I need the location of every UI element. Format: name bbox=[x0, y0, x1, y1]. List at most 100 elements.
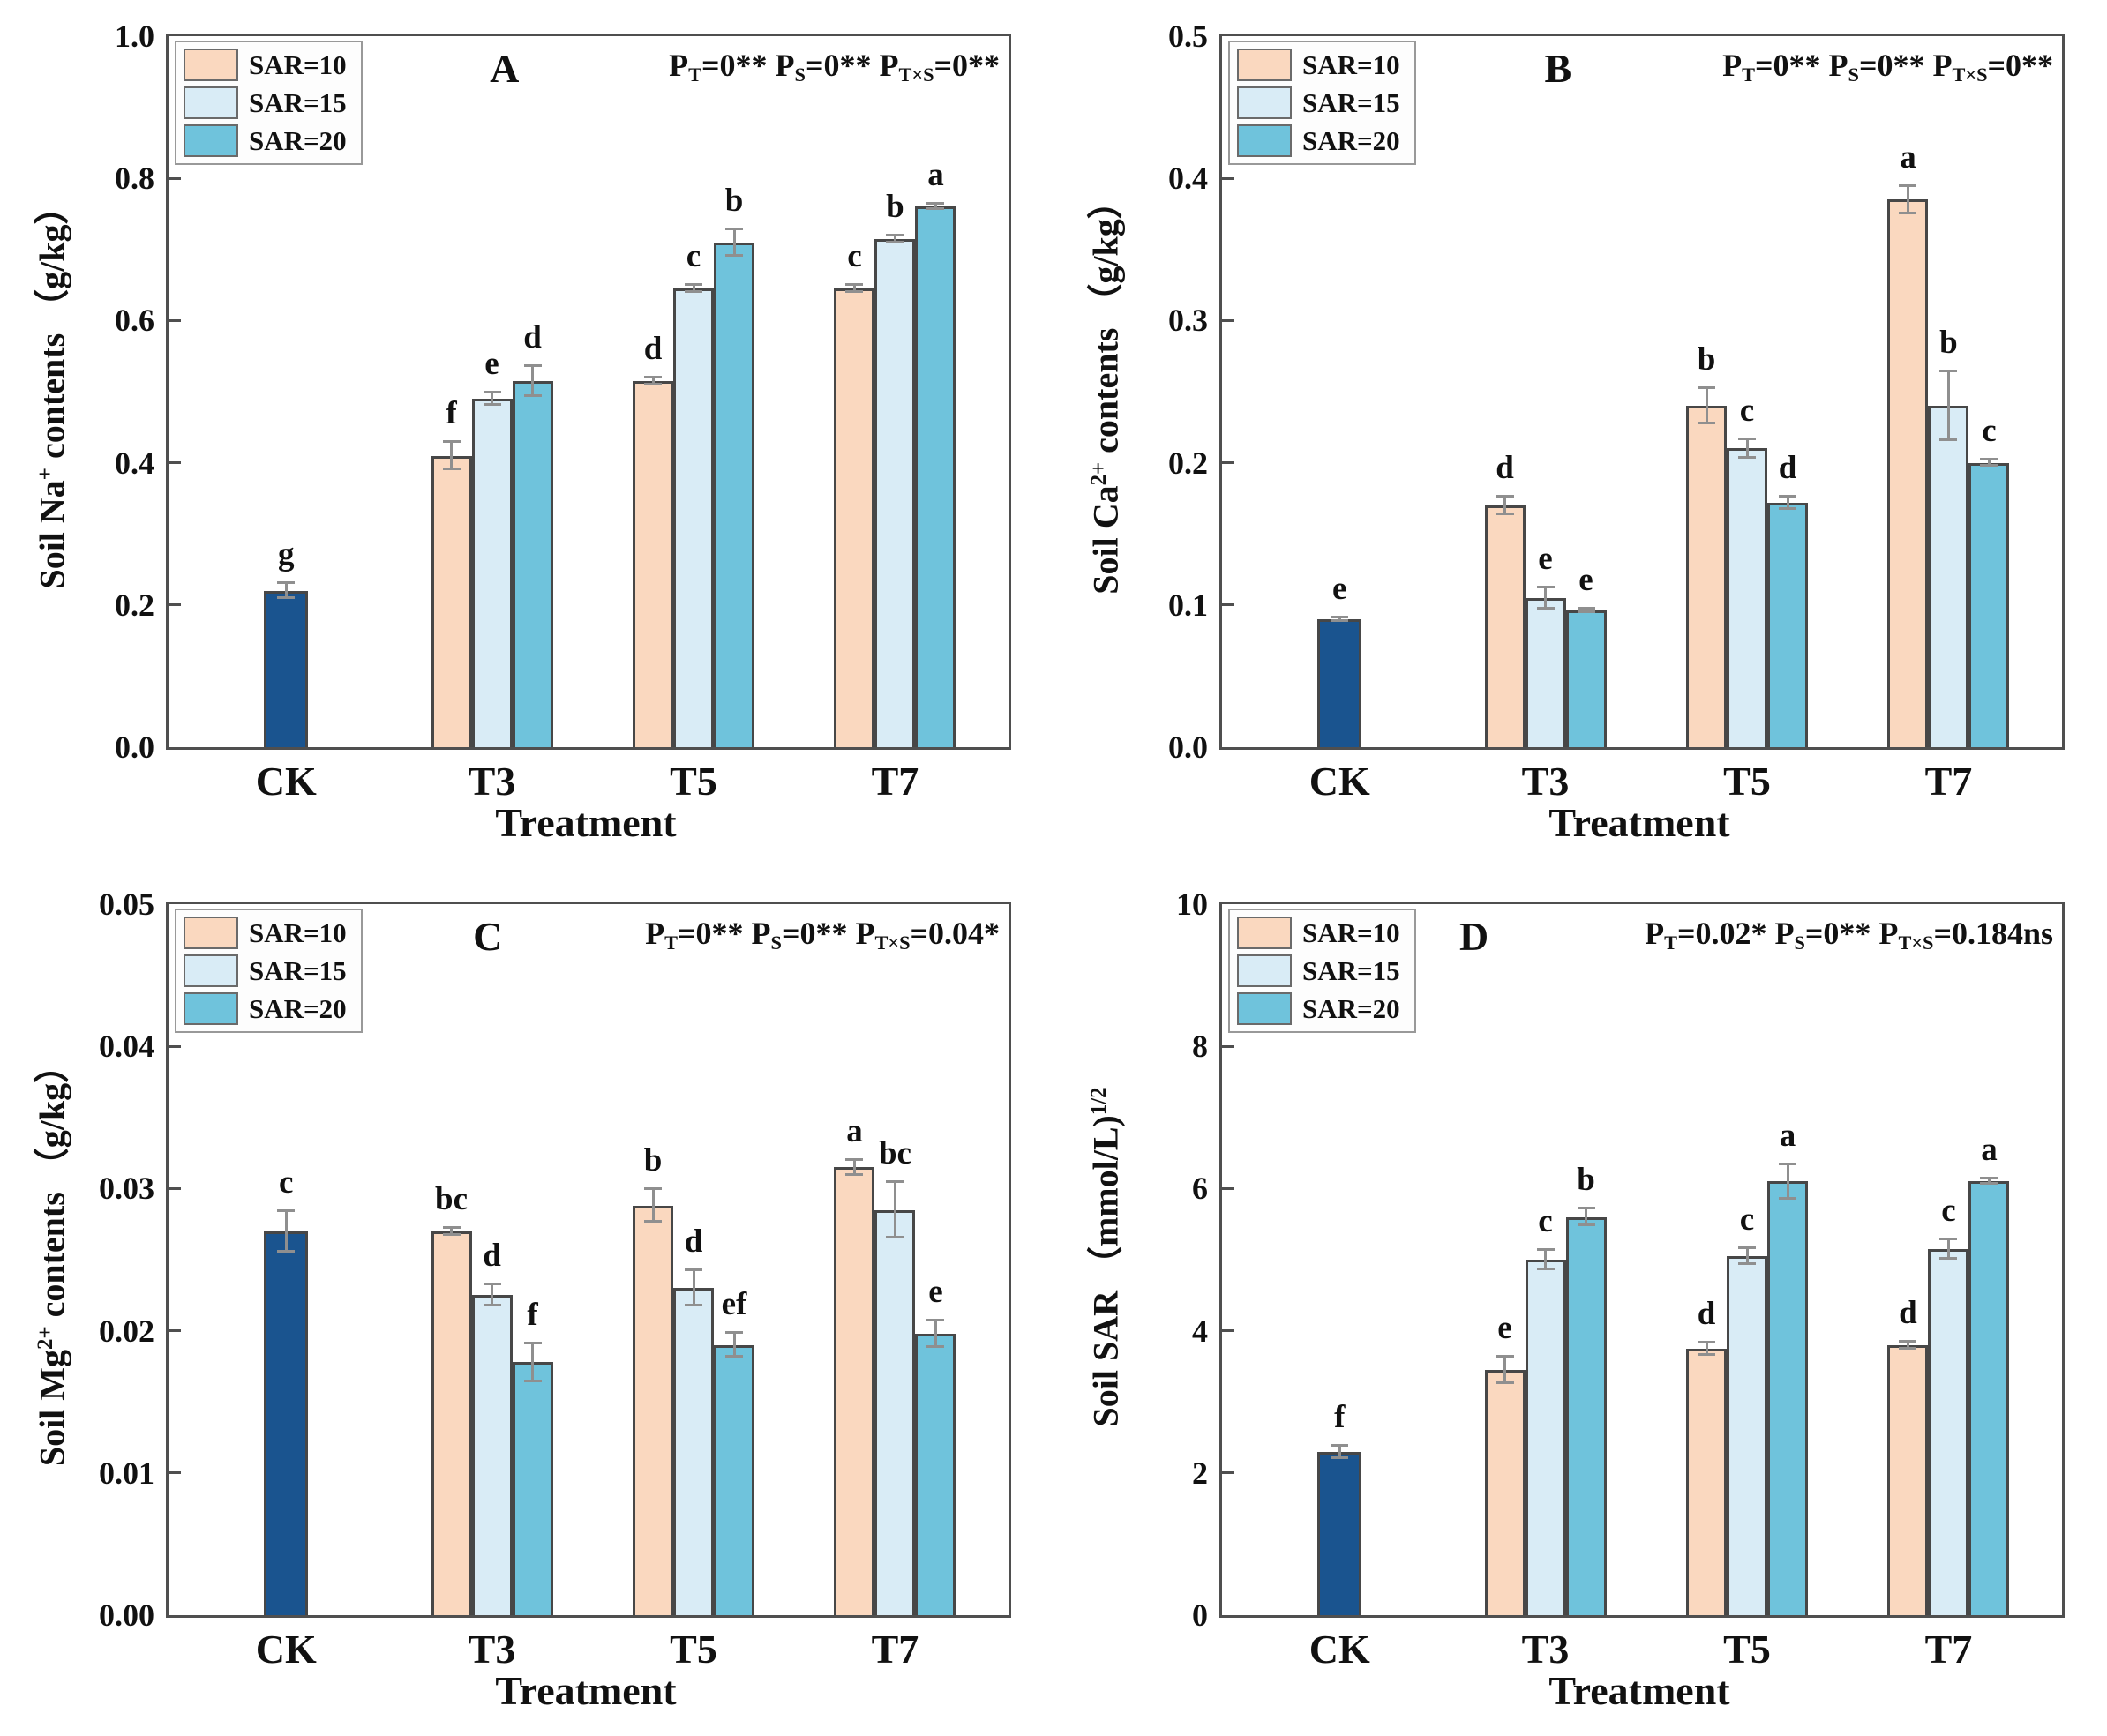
significance-letter: e bbox=[928, 1273, 943, 1310]
legend-item: SAR=20 bbox=[184, 992, 347, 1025]
legend-swatch-icon bbox=[1237, 992, 1292, 1025]
error-bar-cap bbox=[1939, 1237, 1958, 1240]
y-tick-mark bbox=[169, 1044, 181, 1048]
legend-swatch-icon bbox=[184, 124, 238, 157]
legend-label: SAR=10 bbox=[249, 917, 347, 948]
error-bar-cap bbox=[1331, 1443, 1349, 1447]
legend: SAR=10 SAR=15 SAR=20 bbox=[1228, 41, 1416, 165]
bar-T5-SAR=20 bbox=[1767, 1181, 1808, 1615]
error-bar bbox=[1786, 1164, 1789, 1200]
error-bar-cap bbox=[277, 1249, 296, 1253]
x-tick-label: T3 bbox=[468, 759, 516, 804]
error-bar-cap bbox=[1899, 184, 1917, 188]
y-tick-label: 0.01 bbox=[99, 1455, 154, 1491]
error-bar-cap bbox=[442, 1225, 461, 1229]
error-bar-cap bbox=[845, 289, 864, 293]
error-bar-cap bbox=[442, 1232, 461, 1236]
y-tick-mark bbox=[1222, 1471, 1234, 1475]
y-tick-mark bbox=[169, 461, 181, 465]
error-bar-cap bbox=[1536, 585, 1555, 588]
error-bar bbox=[934, 1319, 937, 1348]
stats-annotation: PT=0.02* PS=0** PT×S=0.184ns bbox=[1645, 915, 2053, 954]
error-bar-cap bbox=[277, 596, 296, 600]
y-tick-label: 0.00 bbox=[99, 1598, 154, 1633]
error-bar-cap bbox=[1779, 506, 1796, 510]
significance-letter: f bbox=[1334, 1398, 1346, 1435]
error-bar bbox=[531, 365, 535, 397]
text-token: Soil Ca bbox=[1085, 485, 1126, 595]
significance-letter: a bbox=[1900, 139, 1916, 176]
significance-letter: b bbox=[724, 182, 744, 219]
error-bar-cap bbox=[1577, 607, 1595, 610]
error-bar bbox=[1705, 1341, 1708, 1356]
bar-T3-SAR=20 bbox=[1565, 1216, 1607, 1615]
error-bar-cap bbox=[1496, 1381, 1514, 1385]
error-bar bbox=[692, 284, 695, 293]
significance-letter: e bbox=[1332, 570, 1347, 607]
significance-letter: e bbox=[1578, 562, 1593, 599]
y-tick-label: 0.0 bbox=[115, 730, 154, 765]
error-bar-cap bbox=[644, 382, 662, 385]
x-tick-label: T7 bbox=[1924, 759, 1973, 804]
legend-swatch-icon bbox=[1237, 86, 1292, 119]
error-bar-cap bbox=[523, 1379, 542, 1382]
bar-T5-SAR=10 bbox=[633, 380, 673, 747]
text-token: T bbox=[688, 64, 702, 86]
error-bar-cap bbox=[442, 440, 461, 444]
error-bar bbox=[1987, 458, 1991, 468]
bar-T7-SAR=10 bbox=[834, 1167, 875, 1615]
error-bar-cap bbox=[886, 233, 904, 236]
significance-letter: b bbox=[1939, 324, 1958, 361]
text-token: =0** bbox=[934, 48, 1000, 83]
bar-T5-SAR=15 bbox=[1727, 448, 1767, 747]
significance-letter: c bbox=[1941, 1192, 1956, 1229]
bar-T7-SAR=10 bbox=[1887, 199, 1929, 747]
error-bar-cap bbox=[845, 1157, 864, 1161]
bar-T3-SAR=20 bbox=[512, 1362, 553, 1615]
error-bar-cap bbox=[1496, 513, 1514, 516]
y-tick-label: 8 bbox=[1192, 1029, 1208, 1065]
error-bar-cap bbox=[1331, 1455, 1349, 1459]
legend-label: SAR=20 bbox=[1302, 993, 1400, 1024]
legend-swatch-icon bbox=[1237, 124, 1292, 157]
error-bar-cap bbox=[644, 1187, 662, 1191]
y-tick-label: 0.4 bbox=[1168, 161, 1208, 197]
bar-CK-CK bbox=[264, 590, 309, 747]
error-bar-cap bbox=[523, 364, 542, 368]
y-tick-mark bbox=[169, 1329, 181, 1333]
text-token: =0** P bbox=[781, 916, 875, 951]
text-token: =0** P bbox=[678, 916, 771, 951]
bar-CK-CK bbox=[1317, 618, 1362, 747]
x-tick-label: CK bbox=[255, 759, 317, 804]
text-token: Soil Na bbox=[32, 480, 72, 589]
error-bar-cap bbox=[483, 1304, 501, 1307]
y-tick-label: 0.04 bbox=[99, 1029, 154, 1065]
error-bar-cap bbox=[1536, 1268, 1555, 1271]
error-bar-cap bbox=[1738, 1246, 1756, 1250]
y-tick-mark bbox=[1222, 1329, 1234, 1333]
bar-CK-CK bbox=[264, 1231, 309, 1615]
panel-a-soil-na: Soil Na+ contents （g/kg） A PT=0** PS=0**… bbox=[0, 0, 1054, 868]
text-token: P bbox=[1645, 916, 1665, 951]
error-bar-cap bbox=[1939, 1257, 1958, 1260]
y-tick-mark bbox=[169, 318, 181, 322]
plot-area: D PT=0.02* PS=0** PT×S=0.184ns SAR=10 SAR… bbox=[1176, 887, 2065, 1672]
error-bar-cap bbox=[1980, 1182, 1998, 1186]
bar-T5-SAR=10 bbox=[633, 1205, 673, 1615]
x-axis-label: Treatment bbox=[495, 1668, 677, 1713]
error-bar-cap bbox=[1577, 1223, 1595, 1227]
y-tick-label: 2 bbox=[1192, 1455, 1208, 1491]
y-tick-mark bbox=[169, 603, 181, 607]
error-bar-cap bbox=[926, 202, 945, 206]
plot-area: C PT=0** PS=0** PT×S=0.04* SAR=10 SAR=15 S… bbox=[99, 887, 1011, 1672]
error-bar bbox=[732, 228, 736, 257]
y-tick-mark bbox=[169, 176, 181, 180]
error-bar-cap bbox=[1577, 1207, 1595, 1210]
error-bar-cap bbox=[1738, 438, 1756, 441]
bar-T3-SAR=10 bbox=[431, 455, 472, 747]
x-tick-label: CK bbox=[1308, 759, 1370, 804]
error-bar bbox=[651, 1188, 655, 1223]
bar-T7-SAR=15 bbox=[874, 238, 916, 747]
x-tick-label: T3 bbox=[1521, 1627, 1570, 1672]
